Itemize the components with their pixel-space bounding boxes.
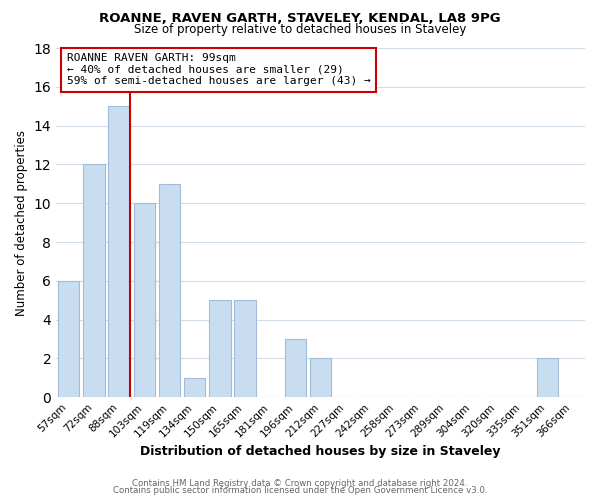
Text: Contains HM Land Registry data © Crown copyright and database right 2024.: Contains HM Land Registry data © Crown c…: [132, 478, 468, 488]
Y-axis label: Number of detached properties: Number of detached properties: [15, 130, 28, 316]
Text: ROANNE RAVEN GARTH: 99sqm
← 40% of detached houses are smaller (29)
59% of semi-: ROANNE RAVEN GARTH: 99sqm ← 40% of detac…: [67, 53, 370, 86]
Text: Size of property relative to detached houses in Staveley: Size of property relative to detached ho…: [134, 22, 466, 36]
X-axis label: Distribution of detached houses by size in Staveley: Distribution of detached houses by size …: [140, 444, 501, 458]
Bar: [83, 164, 104, 397]
Text: Contains public sector information licensed under the Open Government Licence v3: Contains public sector information licen…: [113, 486, 487, 495]
Bar: [235, 300, 256, 397]
Text: ROANNE, RAVEN GARTH, STAVELEY, KENDAL, LA8 9PG: ROANNE, RAVEN GARTH, STAVELEY, KENDAL, L…: [99, 12, 501, 26]
Bar: [109, 106, 130, 397]
Bar: [134, 203, 155, 397]
Bar: [536, 358, 558, 397]
Bar: [284, 339, 306, 397]
Bar: [310, 358, 331, 397]
Bar: [159, 184, 180, 397]
Bar: [58, 281, 79, 397]
Bar: [209, 300, 230, 397]
Bar: [184, 378, 205, 397]
